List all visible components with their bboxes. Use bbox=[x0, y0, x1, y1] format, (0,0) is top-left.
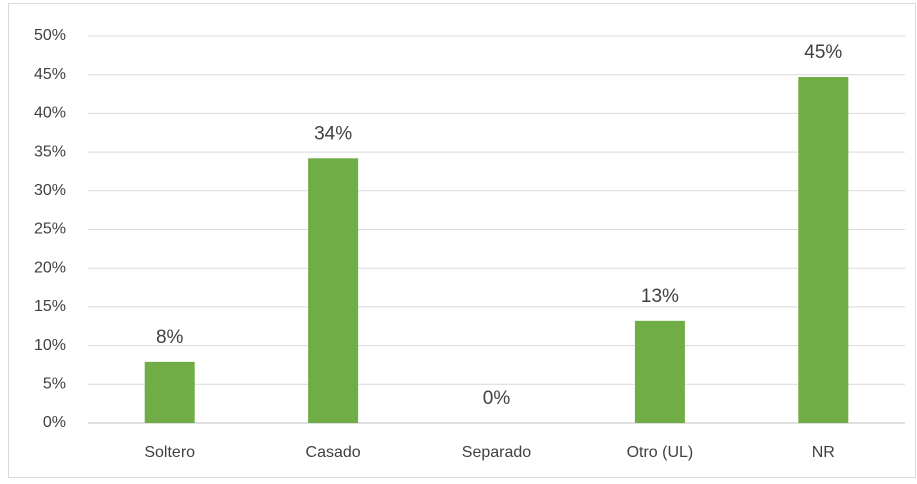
data-label: 34% bbox=[314, 123, 352, 144]
x-tick-label: Casado bbox=[306, 444, 361, 461]
bar bbox=[798, 77, 849, 423]
y-tick-label: 50% bbox=[34, 27, 66, 44]
y-tick-label: 45% bbox=[34, 66, 66, 83]
y-tick-label: 25% bbox=[34, 221, 66, 238]
x-tick-label: NR bbox=[812, 444, 835, 461]
y-tick-label: 30% bbox=[34, 182, 66, 199]
bar bbox=[144, 361, 195, 423]
data-label: 45% bbox=[804, 42, 842, 63]
x-tick-label: Otro (UL) bbox=[627, 444, 694, 461]
x-tick-label: Separado bbox=[462, 444, 531, 461]
y-tick-label: 20% bbox=[34, 259, 66, 276]
data-label: 8% bbox=[156, 327, 184, 348]
y-tick-label: 35% bbox=[34, 143, 66, 160]
y-tick-label: 40% bbox=[34, 105, 66, 122]
bar bbox=[634, 320, 685, 423]
bar bbox=[308, 158, 359, 424]
y-tick-label: 15% bbox=[34, 298, 66, 315]
y-tick-label: 0% bbox=[43, 414, 66, 431]
y-tick-label: 5% bbox=[43, 376, 66, 393]
y-tick-label: 10% bbox=[34, 337, 66, 354]
data-label: 0% bbox=[483, 388, 511, 409]
x-tick-label: Soltero bbox=[144, 444, 195, 461]
data-label: 13% bbox=[641, 286, 679, 307]
